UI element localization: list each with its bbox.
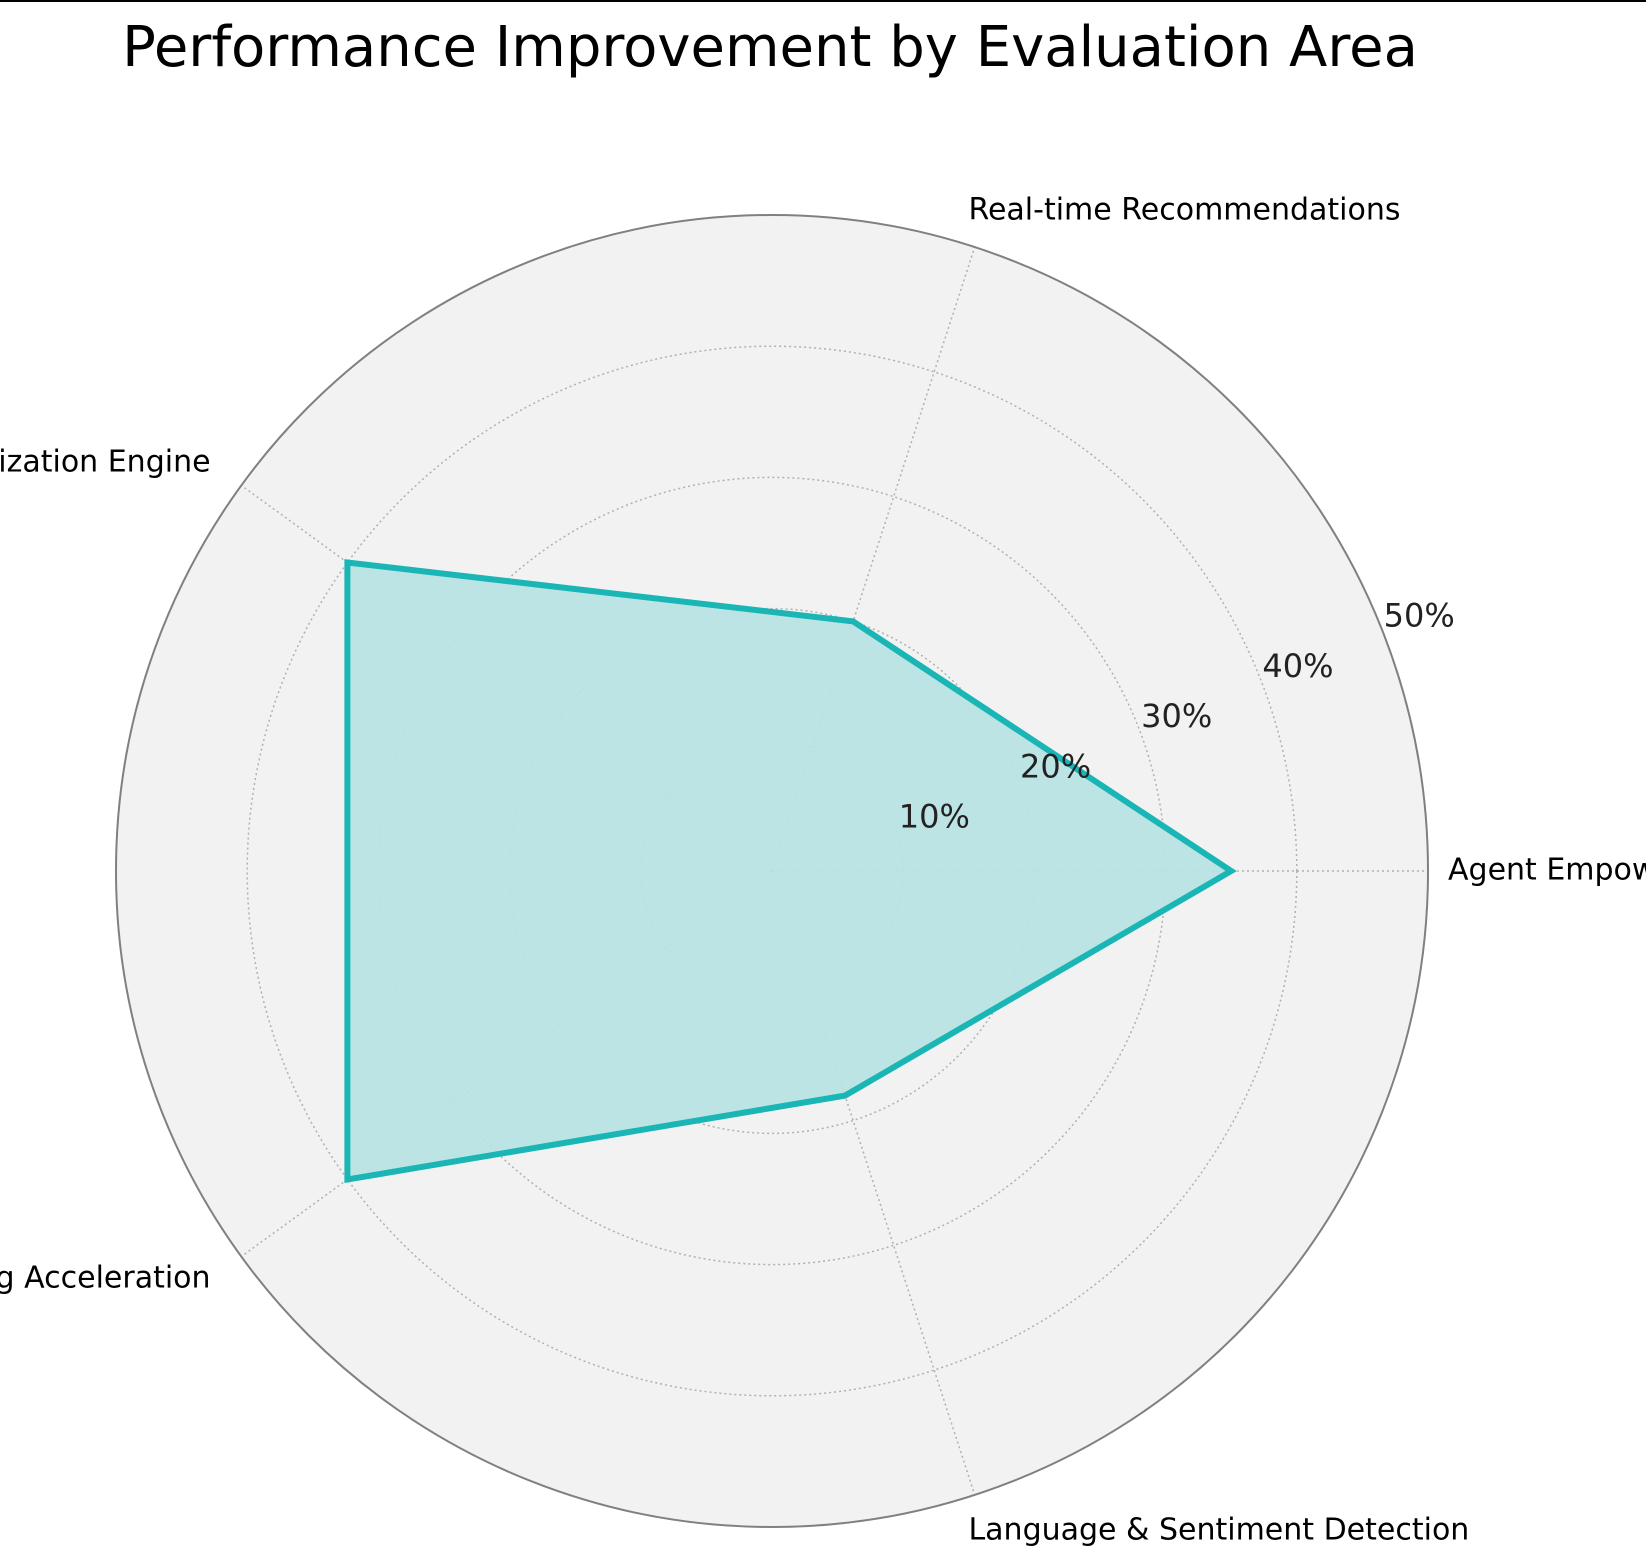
data-point (852, 620, 855, 623)
grid-spoke (240, 870, 773, 1258)
r-tick-label: 30% (1141, 697, 1212, 735)
data-point (1230, 870, 1233, 872)
r-tick-label: 10% (899, 797, 970, 835)
category-label: Language & Sentiment Detection (968, 1513, 1469, 1548)
outer-ring (115, 214, 1429, 1528)
chart-title: Performance Improvement by Evaluation Ar… (122, 15, 1418, 80)
series-area (347, 562, 1232, 1180)
grid-spoke (240, 484, 773, 872)
data-point (843, 1094, 846, 1097)
data-point (346, 561, 349, 564)
category-label: Real-time Recommendations (968, 192, 1400, 227)
data-point (346, 1178, 349, 1181)
grid-spoke (771, 246, 976, 872)
radial-tick-labels: 10% 20% 30% 40% 50% (899, 597, 1455, 836)
category-label: Onboarding Acceleration (0, 1260, 211, 1295)
category-label: Summarization Engine (0, 445, 211, 480)
grid-ring (246, 345, 1298, 1397)
grid-spoke (771, 870, 976, 1496)
top-border (0, 0, 1646, 2)
data-series (344, 559, 1237, 1184)
category-label: Agent Empowerment (1448, 853, 1646, 888)
r-tick-label: 20% (1020, 747, 1091, 785)
category-labels: Agent Empowerment Real-time Recommendatio… (0, 192, 1646, 1547)
r-tick-label: 40% (1262, 647, 1333, 685)
r-tick-label: 50% (1384, 597, 1455, 635)
series-line (344, 559, 1237, 1184)
